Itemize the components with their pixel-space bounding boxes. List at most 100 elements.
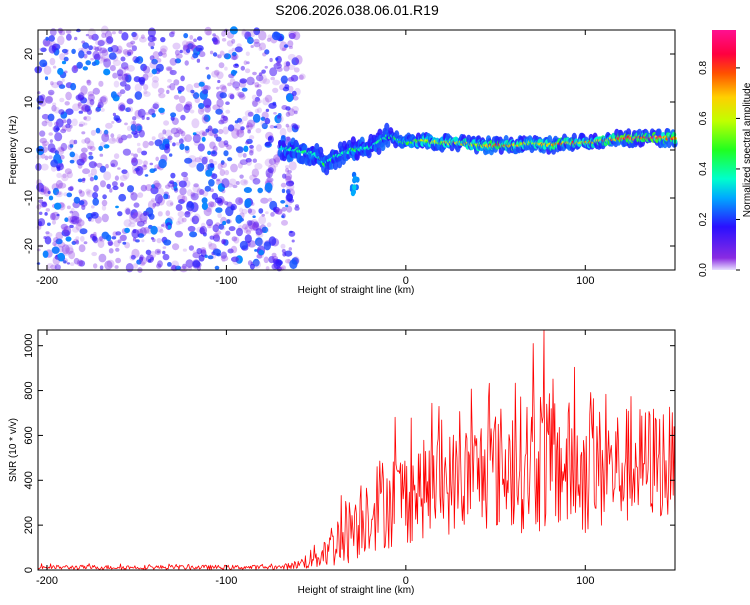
noise-cell	[78, 110, 84, 114]
noise-cell	[91, 61, 97, 66]
noise-cell	[211, 128, 219, 135]
noise-cell	[124, 122, 128, 126]
noise-cell	[159, 143, 166, 150]
noise-cell	[265, 108, 270, 112]
noise-cell	[88, 216, 92, 222]
noise-cell	[139, 256, 147, 265]
noise-cell	[292, 31, 301, 41]
noise-cell	[108, 52, 117, 60]
noise-cell	[288, 30, 297, 38]
noise-cell	[234, 87, 240, 91]
noise-cell	[90, 57, 94, 61]
noise-cell	[131, 31, 137, 38]
noise-cell	[88, 173, 93, 178]
noise-cell	[279, 84, 285, 91]
noise-cell	[264, 65, 268, 69]
noise-cell	[285, 111, 291, 117]
noise-cell	[130, 123, 137, 132]
noise-cell	[224, 201, 229, 206]
noise-cell	[59, 97, 65, 103]
noise-cell	[78, 123, 84, 127]
noise-cell	[38, 47, 43, 51]
noise-cell	[43, 65, 52, 75]
noise-cell	[250, 219, 259, 229]
noise-cell	[145, 249, 152, 255]
noise-cell	[52, 241, 57, 247]
noise-cell	[218, 140, 226, 148]
noise-cell	[81, 147, 88, 153]
noise-cell	[148, 213, 155, 220]
noise-cell	[69, 216, 78, 225]
noise-cell	[177, 85, 185, 92]
noise-cell	[262, 52, 267, 57]
noise-cell	[285, 167, 290, 173]
noise-cell	[289, 33, 297, 40]
noise-cell	[263, 241, 271, 251]
noise-cell	[117, 167, 121, 170]
noise-cell	[51, 165, 57, 172]
noise-cell	[169, 83, 176, 91]
noise-cell	[56, 172, 62, 179]
noise-cell	[242, 153, 247, 158]
noise-cell	[217, 79, 221, 84]
noise-cell	[78, 189, 83, 194]
noise-cell	[252, 158, 257, 163]
noise-cell	[68, 250, 76, 260]
noise-cell	[148, 141, 154, 146]
noise-cell	[285, 61, 291, 67]
noise-cell	[242, 223, 249, 230]
noise-cell	[51, 105, 57, 112]
noise-cell	[192, 93, 198, 98]
noise-cell	[213, 133, 217, 137]
noise-cell	[271, 252, 277, 258]
noise-cell	[154, 201, 161, 207]
noise-cell	[295, 204, 299, 208]
noise-cell	[42, 143, 47, 147]
noise-cell	[146, 72, 154, 78]
snr-series-line	[37, 329, 676, 570]
noise-cell	[243, 180, 247, 184]
noise-cell	[153, 168, 157, 172]
noise-cell	[61, 125, 68, 132]
noise-cell	[213, 232, 220, 239]
noise-cell	[239, 159, 248, 166]
noise-cell	[49, 57, 56, 66]
noise-cell	[287, 170, 292, 174]
noise-cell	[45, 231, 50, 235]
noise-cell	[201, 130, 206, 136]
noise-cell	[36, 154, 42, 160]
noise-cell	[86, 79, 91, 84]
noise-cell	[62, 247, 71, 256]
noise-cell	[220, 116, 229, 124]
noise-cell	[208, 201, 215, 208]
noise-cell	[45, 232, 53, 238]
noise-cell	[225, 219, 232, 224]
snr-x-tick-label: 0	[403, 575, 409, 587]
noise-cell	[105, 122, 113, 129]
noise-cell	[210, 201, 217, 208]
noise-cell	[283, 44, 289, 48]
noise-cell	[152, 238, 156, 243]
noise-cell	[99, 153, 104, 157]
signal-cell	[626, 128, 632, 137]
noise-cell	[168, 140, 172, 143]
noise-cell	[123, 219, 132, 228]
noise-cell	[230, 163, 238, 173]
noise-cell	[218, 223, 225, 230]
noise-cell	[41, 201, 47, 207]
noise-cell	[157, 93, 162, 96]
noise-cell	[116, 92, 122, 98]
noise-cell	[166, 200, 174, 207]
noise-cell	[236, 146, 244, 154]
noise-cell	[141, 164, 148, 171]
noise-cell	[186, 189, 193, 197]
noise-cell	[238, 198, 243, 204]
noise-cell	[254, 249, 258, 252]
noise-cell	[150, 225, 158, 235]
noise-cell	[177, 194, 186, 202]
noise-cell	[52, 126, 56, 131]
noise-cell	[144, 174, 149, 177]
noise-cell	[61, 244, 70, 255]
noise-cell	[182, 40, 189, 47]
